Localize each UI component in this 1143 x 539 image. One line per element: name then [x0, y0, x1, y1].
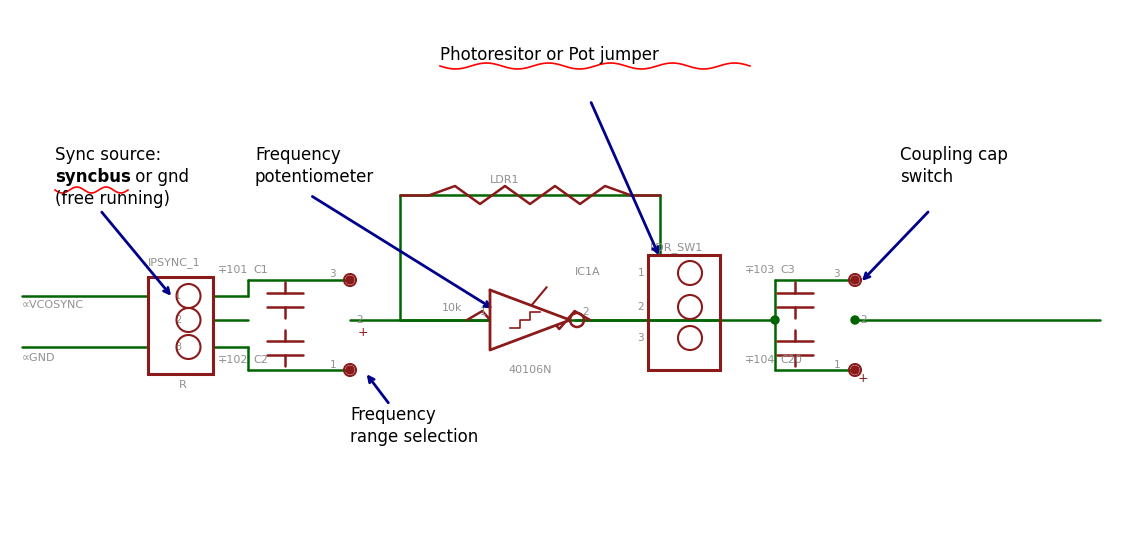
Text: Photoresitor or Pot jumper: Photoresitor or Pot jumper	[440, 46, 658, 64]
Circle shape	[346, 366, 354, 374]
Text: LDR1: LDR1	[490, 175, 520, 185]
Text: C3: C3	[780, 265, 794, 275]
Text: 3: 3	[329, 269, 336, 279]
Text: potentiometer: potentiometer	[255, 168, 374, 186]
Text: 2: 2	[175, 315, 182, 325]
Text: 3: 3	[175, 342, 181, 352]
Text: 1: 1	[329, 360, 336, 370]
Text: syncbus: syncbus	[55, 168, 131, 186]
Text: Frequency: Frequency	[255, 146, 341, 164]
Text: ∝GND: ∝GND	[22, 353, 56, 363]
Text: range selection: range selection	[350, 428, 478, 446]
Circle shape	[852, 276, 860, 284]
Text: LDR_SW1: LDR_SW1	[650, 243, 703, 253]
Polygon shape	[490, 290, 570, 350]
Circle shape	[852, 366, 860, 374]
Text: 3: 3	[833, 269, 840, 279]
Text: Frequency: Frequency	[350, 406, 435, 424]
Text: Coupling cap: Coupling cap	[900, 146, 1008, 164]
Circle shape	[346, 276, 354, 284]
Text: 2: 2	[638, 302, 644, 312]
Text: C2: C2	[253, 355, 267, 365]
Text: C1: C1	[253, 265, 267, 275]
Text: ∓102: ∓102	[217, 355, 248, 365]
Text: 1: 1	[638, 268, 644, 278]
Text: (free running): (free running)	[55, 190, 170, 208]
Text: C20: C20	[780, 355, 802, 365]
Text: 1: 1	[479, 307, 486, 317]
Text: Sync source:: Sync source:	[55, 146, 161, 164]
Text: 10k: 10k	[441, 303, 462, 313]
Text: ∓101: ∓101	[217, 265, 248, 275]
Text: +: +	[358, 327, 369, 340]
Text: +: +	[858, 371, 869, 384]
Text: or gnd: or gnd	[130, 168, 189, 186]
Text: ∝VCOSYNC: ∝VCOSYNC	[22, 300, 85, 310]
Bar	[147, 277, 213, 374]
Bar	[648, 255, 720, 370]
Text: IPSYNC_1: IPSYNC_1	[147, 258, 201, 268]
Text: 2: 2	[355, 315, 362, 325]
Text: 2: 2	[860, 315, 866, 325]
Text: 40106N: 40106N	[509, 365, 552, 375]
Text: ∓104: ∓104	[744, 355, 775, 365]
Text: 1: 1	[833, 360, 840, 370]
Text: 1: 1	[175, 291, 181, 301]
Circle shape	[852, 316, 860, 324]
Circle shape	[772, 316, 780, 324]
Text: ∓103: ∓103	[744, 265, 775, 275]
Text: 2: 2	[582, 307, 589, 317]
Text: 3: 3	[638, 333, 644, 343]
Text: IC1A: IC1A	[575, 267, 600, 277]
Text: switch: switch	[900, 168, 953, 186]
Text: R: R	[179, 380, 186, 390]
